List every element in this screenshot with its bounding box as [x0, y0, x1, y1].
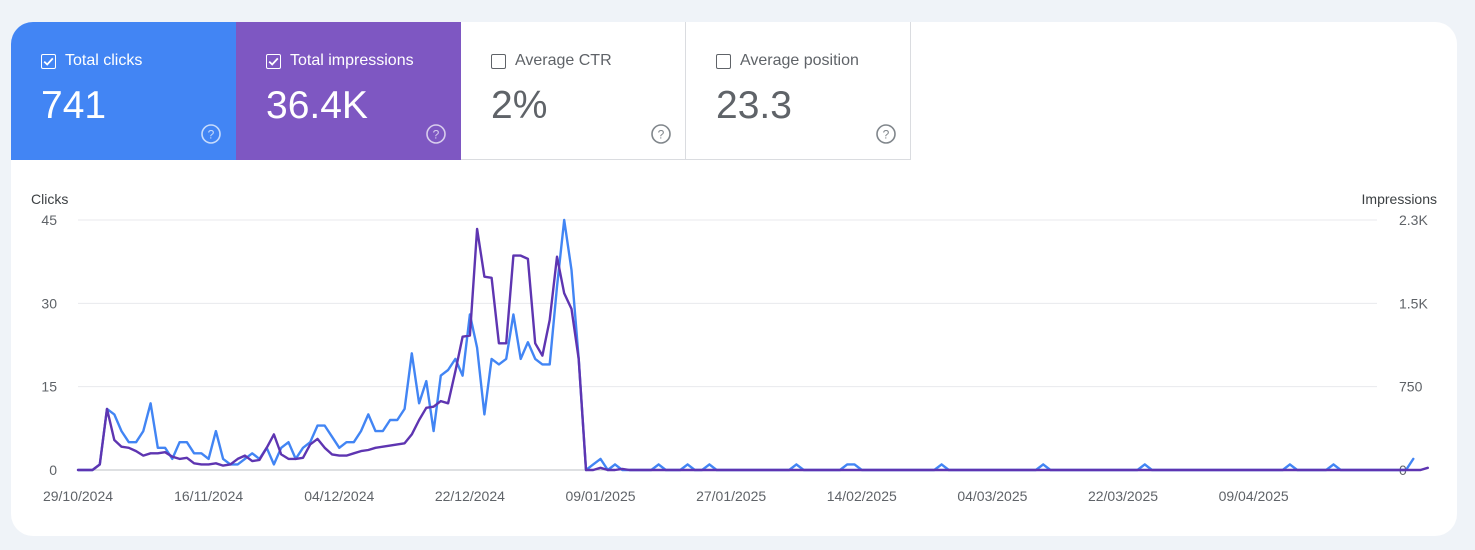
left-axis-title: Clicks [31, 191, 69, 207]
average-ctr-label: Average CTR [515, 52, 612, 69]
right-tick-label: 750 [1399, 379, 1423, 395]
performance-chart: Clicks Impressions 45 2.3K 30 1.5K 15 750 0 0 29… [11, 177, 1457, 532]
left-tick-label: 45 [41, 212, 57, 228]
total-impressions-label: Total impressions [290, 52, 414, 69]
series-line-impressions [76, 227, 1430, 472]
svg-text:?: ? [433, 128, 440, 142]
total-clicks-checkbox[interactable] [41, 53, 56, 69]
metric-tiles: Total clicks 741 ? Total impressions 36.… [11, 22, 911, 160]
x-tick-label: 04/03/2025 [957, 488, 1027, 504]
left-tick-label: 15 [41, 379, 57, 395]
total-clicks-tile[interactable]: Total clicks 741 ? [11, 22, 236, 160]
x-tick-label: 22/12/2024 [435, 488, 505, 504]
help-icon[interactable]: ? [875, 123, 897, 145]
check-icon [43, 57, 54, 66]
average-ctr-checkbox[interactable] [491, 53, 506, 69]
total-clicks-value: 741 [41, 84, 107, 127]
average-position-label-row: Average position [716, 52, 859, 70]
total-impressions-checkbox[interactable] [266, 53, 281, 69]
x-tick-label: 29/10/2024 [43, 488, 113, 504]
x-tick-label: 04/12/2024 [304, 488, 374, 504]
right-axis-title: Impressions [1361, 191, 1437, 207]
left-tick-label: 0 [49, 462, 57, 478]
svg-text:?: ? [208, 128, 215, 142]
help-icon[interactable]: ? [425, 123, 447, 145]
total-clicks-label-row: Total clicks [41, 52, 142, 70]
total-impressions-tile[interactable]: Total impressions 36.4K ? [236, 22, 461, 160]
right-tick-label: 1.5K [1399, 295, 1428, 311]
average-position-value: 23.3 [716, 84, 792, 127]
average-ctr-value: 2% [491, 84, 548, 127]
x-tick-label: 16/11/2024 [174, 488, 243, 504]
total-clicks-label: Total clicks [65, 52, 143, 69]
help-icon[interactable]: ? [650, 123, 672, 145]
x-tick-label: 09/01/2025 [565, 488, 635, 504]
series-line-clicks [76, 218, 1415, 472]
average-position-tile[interactable]: Average position 23.3 ? [686, 22, 911, 160]
total-impressions-label-row: Total impressions [266, 52, 414, 70]
check-icon [268, 57, 279, 66]
left-tick-label: 30 [41, 295, 57, 311]
svg-text:?: ? [883, 128, 890, 142]
help-icon[interactable]: ? [200, 123, 222, 145]
average-ctr-label-row: Average CTR [491, 52, 612, 70]
average-position-checkbox[interactable] [716, 53, 731, 69]
right-tick-label: 2.3K [1399, 212, 1428, 228]
x-tick-label: 27/01/2025 [696, 488, 766, 504]
x-tick-label: 14/02/2025 [827, 488, 897, 504]
x-tick-label: 09/04/2025 [1219, 488, 1289, 504]
svg-text:?: ? [658, 128, 665, 142]
average-position-label: Average position [740, 52, 859, 69]
performance-card: Total clicks 741 ? Total impressions 36.… [11, 22, 1457, 536]
total-impressions-value: 36.4K [266, 84, 368, 127]
average-ctr-tile[interactable]: Average CTR 2% ? [461, 22, 686, 160]
x-tick-label: 22/03/2025 [1088, 488, 1158, 504]
